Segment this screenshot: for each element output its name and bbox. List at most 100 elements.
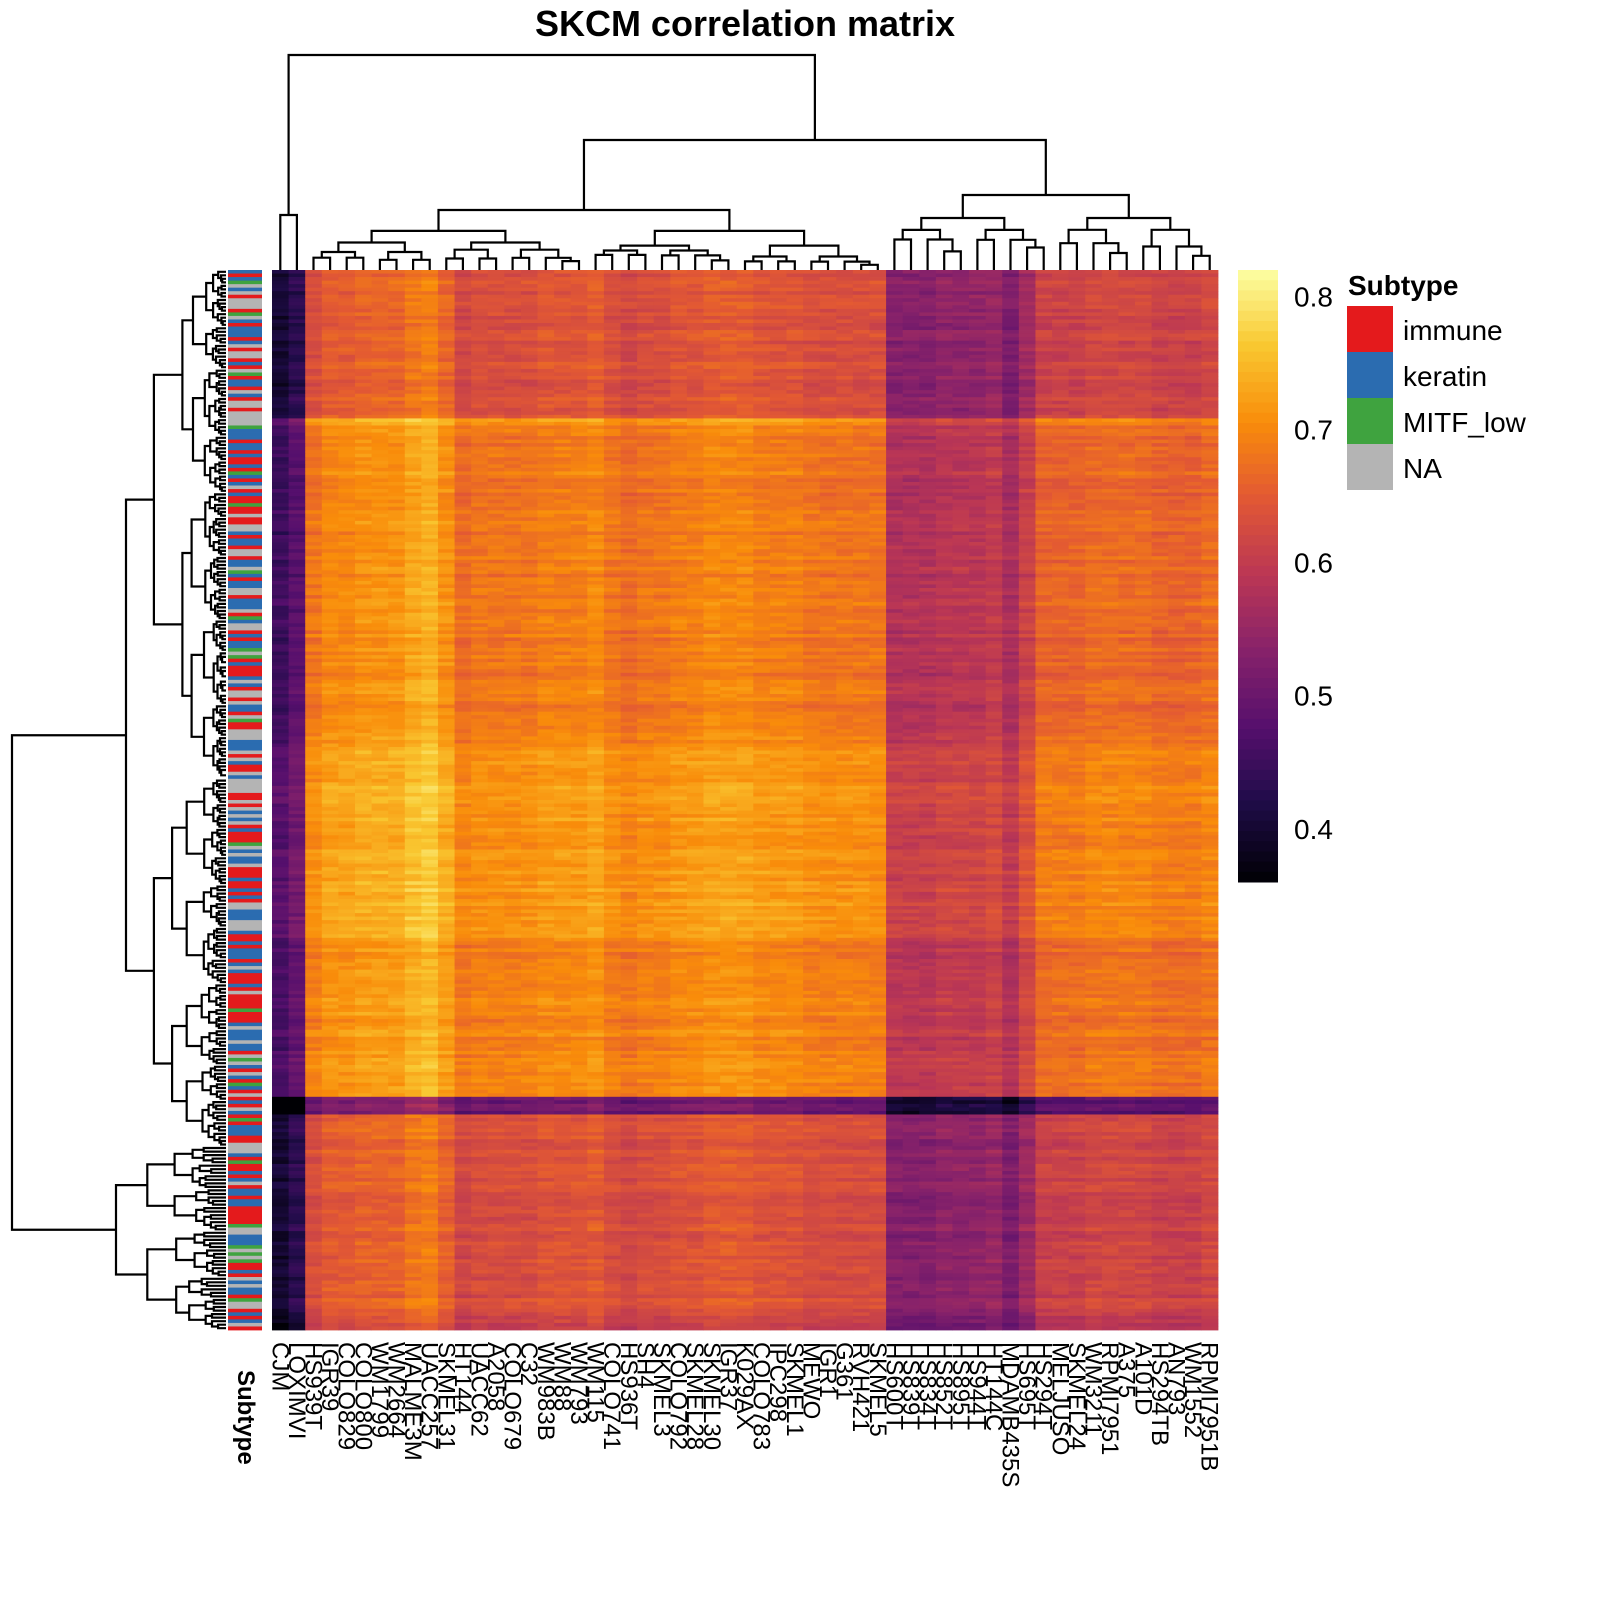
heatmap-cell [1118, 500, 1135, 504]
heatmap-cell [753, 401, 770, 405]
heatmap-cell [289, 387, 306, 391]
heatmap-cell [504, 376, 521, 380]
heatmap-cell [1135, 496, 1152, 500]
heatmap-cell [621, 327, 638, 331]
heatmap-cell [1069, 277, 1086, 281]
heatmap-cell [786, 454, 803, 458]
dendrogram-branch [1177, 247, 1202, 271]
heatmap-cell [1019, 302, 1036, 306]
heatmap-cell [654, 517, 671, 521]
heatmap-cell [820, 291, 837, 295]
heatmap-cell [952, 440, 969, 444]
heatmap-cell [405, 450, 422, 454]
heatmap-cell [820, 330, 837, 334]
heatmap-cell [869, 493, 886, 497]
heatmap-cell [1201, 539, 1218, 543]
heatmap-cell [305, 334, 322, 338]
heatmap-cell [1002, 521, 1019, 525]
heatmap-cell [538, 524, 555, 528]
heatmap-cell [687, 369, 704, 373]
heatmap-cell [554, 556, 571, 560]
heatmap-cell [654, 341, 671, 345]
heatmap-cell [604, 358, 621, 362]
heatmap-cell [670, 486, 687, 490]
heatmap-cell [272, 475, 289, 479]
heatmap-cell [604, 323, 621, 327]
heatmap-cell [1019, 531, 1036, 535]
heatmap-cell [770, 383, 787, 387]
heatmap-cell [886, 365, 903, 369]
heatmap-cell [504, 319, 521, 323]
heatmap-cell [1102, 319, 1119, 323]
heatmap-cell [986, 316, 1003, 320]
heatmap-cell [753, 404, 770, 408]
heatmap-cell [853, 482, 870, 486]
heatmap-cell [1168, 369, 1185, 373]
heatmap-cell [455, 362, 472, 366]
heatmap-cell [1152, 341, 1169, 345]
heatmap-cell [554, 344, 571, 348]
heatmap-cell [1085, 309, 1102, 313]
heatmap-cell [637, 394, 654, 398]
heatmap-cell [1052, 461, 1069, 465]
heatmap-cell [903, 358, 920, 362]
heatmap-cell [338, 539, 355, 543]
heatmap-cell [1102, 457, 1119, 461]
heatmap-cell [521, 284, 538, 288]
heatmap-cell [455, 404, 472, 408]
heatmap-cell [355, 362, 372, 366]
heatmap-cell [388, 316, 405, 320]
heatmap-cell [1085, 302, 1102, 306]
heatmap-cell [737, 284, 754, 288]
heatmap-cell [969, 457, 986, 461]
heatmap-cell [521, 436, 538, 440]
heatmap-cell [438, 436, 455, 440]
heatmap-cell [1035, 546, 1052, 550]
heatmap-cell [853, 376, 870, 380]
heatmap-cell [421, 461, 438, 465]
heatmap-cell [687, 436, 704, 440]
heatmap-cell [836, 517, 853, 521]
dendrogram-branch [215, 1067, 226, 1071]
heatmap-cell [421, 281, 438, 285]
heatmap-cell [1118, 334, 1135, 338]
heatmap-cell [571, 524, 588, 528]
heatmap-cell [687, 309, 704, 313]
heatmap-cell [272, 531, 289, 535]
heatmap-cell [936, 503, 953, 507]
heatmap-cell [919, 298, 936, 302]
heatmap-cell [853, 298, 870, 302]
heatmap-cell [372, 291, 389, 295]
heatmap-cell [836, 418, 853, 422]
heatmap-cell [604, 500, 621, 504]
heatmap-cell [405, 355, 422, 359]
heatmap-cell [538, 334, 555, 338]
heatmap-cell [521, 309, 538, 313]
heatmap-cell [969, 295, 986, 299]
heatmap-cell [1135, 341, 1152, 345]
heatmap-cell [903, 390, 920, 394]
heatmap-cell [421, 447, 438, 451]
heatmap-cell [886, 510, 903, 514]
heatmap-cell [720, 316, 737, 320]
heatmap-cell [786, 291, 803, 295]
heatmap-cell [670, 281, 687, 285]
heatmap-cell [289, 493, 306, 497]
heatmap-cell [1069, 319, 1086, 323]
dendrogram-branch [1193, 256, 1210, 270]
heatmap-cell [753, 408, 770, 412]
heatmap-cell [289, 408, 306, 412]
dendrogram-branch [220, 897, 226, 901]
heatmap-cell [504, 295, 521, 299]
heatmap-cell [604, 316, 621, 320]
heatmap-cell [587, 457, 604, 461]
heatmap-cell [786, 471, 803, 475]
heatmap-cell [869, 302, 886, 306]
heatmap-cell [820, 436, 837, 440]
heatmap-cell [521, 500, 538, 504]
heatmap-cell [421, 521, 438, 525]
heatmap-cell [372, 443, 389, 447]
heatmap-cell [1168, 411, 1185, 415]
heatmap-cell [969, 362, 986, 366]
heatmap-cell [1185, 500, 1202, 504]
